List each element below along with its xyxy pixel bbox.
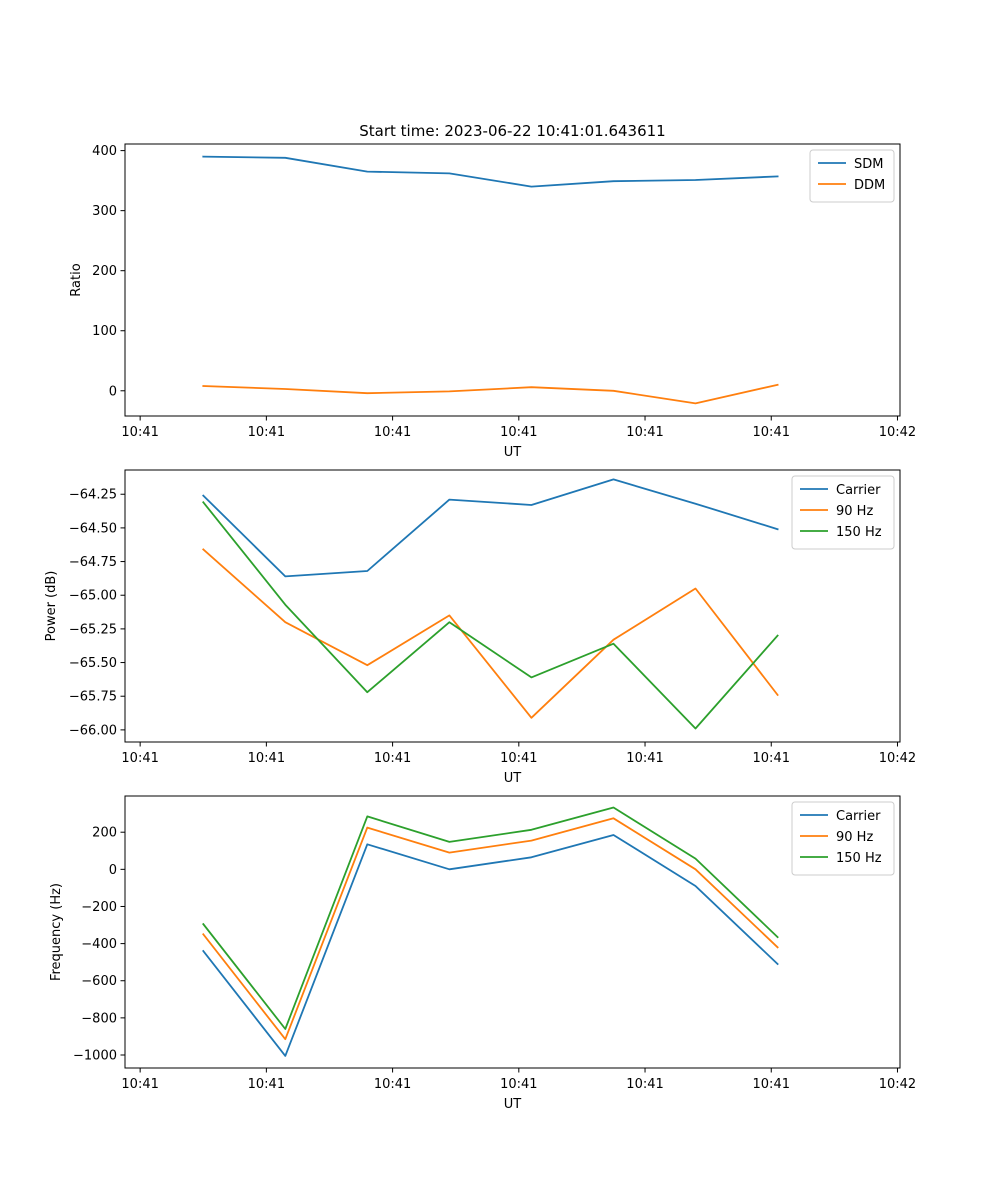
- x-axis-label: UT: [504, 771, 522, 786]
- y-axis-label: Power (dB): [44, 571, 59, 642]
- legend-label: Carrier: [836, 483, 881, 498]
- y-tick-label: 200: [92, 264, 117, 279]
- y-tick-label: −65.00: [69, 589, 117, 604]
- legend-label: 90 Hz: [836, 504, 873, 519]
- x-tick-label: 10:42: [879, 1077, 916, 1092]
- series-line-90-hz: [202, 548, 779, 719]
- series-line-carrier: [202, 834, 779, 1057]
- x-tick-label: 10:41: [500, 425, 537, 440]
- subplot-ratio: 10:41 10:41 10:41 10:41 10:41 10:41 10:42 0 100 2…: [69, 143, 916, 460]
- y-tick-label: −65.50: [69, 656, 117, 671]
- y-tick-label: 0: [109, 863, 117, 878]
- x-tick-label: 10:42: [879, 425, 916, 440]
- subplot-power: 10:41 10:41 10:41 10:41 10:41 10:41 10:42 −64.2…: [44, 469, 916, 786]
- y-axis-label: Frequency (Hz): [49, 883, 64, 981]
- y-tick-label: −400: [81, 937, 117, 952]
- chart-title: Start time: 2023-06-22 10:41:01.643611: [359, 122, 665, 140]
- y-tick-label: −64.25: [69, 488, 117, 503]
- x-tick-label: 10:41: [121, 1077, 158, 1092]
- x-tick-label: 10:41: [753, 751, 790, 766]
- plot-area-frame: [124, 469, 901, 743]
- series-line-90-hz: [202, 817, 779, 1041]
- y-tick-label: −1000: [73, 1049, 117, 1064]
- x-tick-label: 10:42: [879, 751, 916, 766]
- y-tick-label: −64.50: [69, 521, 117, 536]
- y-tick-label: −65.75: [69, 690, 117, 705]
- y-tick-label: 400: [92, 144, 117, 159]
- legend-label: DDM: [854, 178, 885, 193]
- y-tick-label: 100: [92, 324, 117, 339]
- legend-label: 150 Hz: [836, 851, 882, 866]
- plot-area-frame: [124, 143, 901, 417]
- y-tick-label: −64.75: [69, 555, 117, 570]
- y-tick-label: −800: [81, 1011, 117, 1026]
- series-line-carrier: [202, 478, 779, 578]
- legend-label: 90 Hz: [836, 830, 873, 845]
- y-tick-label: −600: [81, 974, 117, 989]
- x-tick-label: 10:41: [500, 1077, 537, 1092]
- y-tick-label: 300: [92, 204, 117, 219]
- x-tick-label: 10:41: [374, 425, 411, 440]
- series-line-150-hz: [202, 501, 779, 730]
- x-tick-label: 10:41: [248, 1077, 285, 1092]
- subplot-frequency: 10:41 10:41 10:41 10:41 10:41 10:41 10:42 200 0 −…: [49, 795, 916, 1112]
- x-tick-label: 10:41: [121, 425, 158, 440]
- x-tick-label: 10:41: [248, 751, 285, 766]
- plot-area-frame: [124, 795, 901, 1069]
- x-tick-label: 10:41: [500, 751, 537, 766]
- x-tick-label: 10:41: [374, 751, 411, 766]
- x-tick-label: 10:41: [248, 425, 285, 440]
- y-tick-label: −66.00: [69, 723, 117, 738]
- x-axis-label: UT: [504, 1097, 522, 1112]
- x-tick-label: 10:41: [121, 751, 158, 766]
- y-tick-label: −200: [81, 900, 117, 915]
- x-tick-label: 10:41: [753, 425, 790, 440]
- x-tick-label: 10:41: [626, 425, 663, 440]
- series-line-150-hz: [202, 806, 779, 1030]
- x-tick-label: 10:41: [626, 751, 663, 766]
- series-line-ddm: [202, 383, 779, 405]
- y-tick-label: 0: [109, 384, 117, 399]
- x-tick-label: 10:41: [753, 1077, 790, 1092]
- x-axis-label: UT: [504, 445, 522, 460]
- x-tick-label: 10:41: [626, 1077, 663, 1092]
- x-tick-label: 10:41: [374, 1077, 411, 1092]
- legend-label: SDM: [854, 157, 883, 172]
- y-tick-label: 200: [92, 826, 117, 841]
- series-line-sdm: [202, 155, 779, 188]
- legend-label: 150 Hz: [836, 525, 882, 540]
- y-tick-label: −65.25: [69, 622, 117, 637]
- legend-label: Carrier: [836, 809, 881, 824]
- y-axis-label: Ratio: [69, 263, 84, 296]
